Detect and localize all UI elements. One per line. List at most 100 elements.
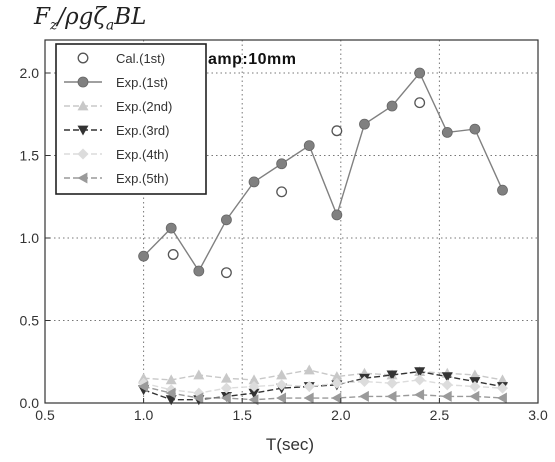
data-point bbox=[386, 370, 398, 381]
data-point bbox=[497, 184, 508, 196]
x-tick-label: 3.0 bbox=[528, 407, 548, 423]
data-point bbox=[165, 374, 177, 385]
y-tick-label: 2.0 bbox=[20, 65, 40, 81]
series-line bbox=[143, 370, 503, 401]
data-point bbox=[165, 395, 177, 406]
data-point bbox=[165, 387, 176, 399]
data-point bbox=[469, 390, 480, 402]
data-point bbox=[469, 369, 481, 380]
legend-label: Exp.(3rd) bbox=[116, 123, 169, 138]
data-point bbox=[165, 222, 177, 234]
data-point bbox=[441, 390, 452, 402]
data-point bbox=[248, 381, 260, 392]
data-point bbox=[303, 381, 315, 392]
data-point bbox=[414, 374, 426, 386]
data-point bbox=[414, 367, 426, 378]
x-tick-label: 0.5 bbox=[35, 407, 55, 423]
data-point bbox=[248, 388, 260, 399]
legend-item: Exp.(2nd) bbox=[64, 99, 172, 114]
y-tick-label: 1.0 bbox=[20, 230, 40, 246]
data-point bbox=[331, 209, 343, 221]
series-5 bbox=[138, 374, 509, 399]
data-point bbox=[414, 67, 426, 79]
series-1 bbox=[167, 97, 426, 279]
data-point bbox=[276, 186, 288, 198]
data-point bbox=[441, 372, 453, 383]
legend-label: Exp.(4th) bbox=[116, 147, 169, 162]
data-point bbox=[248, 374, 260, 385]
y-tick-label: 0.0 bbox=[20, 395, 40, 411]
data-point bbox=[220, 372, 232, 383]
legend-marker bbox=[77, 125, 89, 136]
series-layer bbox=[138, 67, 509, 406]
legend-item: Exp.(4th) bbox=[64, 147, 169, 162]
legend-label: Exp.(5th) bbox=[116, 171, 169, 186]
legend-marker bbox=[77, 52, 89, 64]
data-point bbox=[138, 381, 148, 392]
data-point bbox=[331, 392, 342, 404]
data-point bbox=[303, 140, 315, 152]
data-point bbox=[441, 126, 453, 138]
legend-item: Exp.(1st) bbox=[64, 75, 168, 90]
data-point bbox=[220, 267, 232, 279]
data-point bbox=[386, 377, 398, 389]
y-tick-label: 0.5 bbox=[20, 313, 40, 329]
data-point bbox=[138, 250, 150, 262]
x-tick-label: 1.0 bbox=[134, 407, 154, 423]
series-2 bbox=[138, 67, 508, 277]
legend-label: Exp.(1st) bbox=[116, 75, 168, 90]
data-point bbox=[386, 390, 397, 402]
data-point bbox=[497, 392, 507, 404]
data-point bbox=[276, 369, 288, 380]
data-point bbox=[358, 390, 369, 402]
series-6 bbox=[138, 381, 507, 406]
legend-box bbox=[55, 43, 207, 195]
data-point bbox=[276, 392, 287, 404]
legend-marker bbox=[77, 76, 89, 88]
legend-marker bbox=[77, 100, 89, 111]
amplitude-annotation: amp:10mm bbox=[208, 51, 296, 68]
data-point bbox=[414, 389, 425, 401]
legend-marker bbox=[77, 172, 88, 184]
y-tick-label: 1.5 bbox=[20, 148, 40, 164]
legend-item: Cal.(1st) bbox=[77, 51, 165, 66]
data-point bbox=[358, 376, 370, 388]
data-point bbox=[441, 379, 453, 391]
data-point bbox=[220, 392, 231, 404]
x-axis-label: T(sec) bbox=[266, 435, 314, 454]
x-tick-label: 2.5 bbox=[430, 407, 450, 423]
data-point bbox=[469, 381, 481, 392]
series-3 bbox=[138, 364, 509, 385]
data-point bbox=[276, 158, 288, 170]
data-point bbox=[193, 392, 204, 404]
data-point bbox=[497, 382, 509, 394]
legend: Cal.(1st) Exp.(1st) Exp.(2nd) Exp.(3rd) Exp.… bbox=[55, 43, 207, 195]
data-point bbox=[331, 371, 343, 381]
data-point bbox=[469, 123, 481, 135]
data-point bbox=[193, 265, 205, 277]
legend-marker bbox=[77, 148, 89, 160]
x-tick-label: 2.0 bbox=[331, 407, 351, 423]
data-point bbox=[497, 374, 509, 385]
series-line bbox=[143, 71, 504, 273]
data-point bbox=[303, 392, 314, 404]
x-tick-label: 1.5 bbox=[232, 407, 252, 423]
axis-ticks: 0.5 1.0 1.5 2.0 2.5 3.00.00.51.01.52.0 bbox=[20, 65, 548, 423]
data-point bbox=[221, 214, 232, 226]
data-point bbox=[303, 364, 315, 375]
data-point bbox=[248, 176, 260, 188]
plot-area-frame bbox=[44, 39, 539, 404]
legend-item: Exp.(5th) bbox=[64, 171, 169, 186]
legend-item: Exp.(3rd) bbox=[64, 123, 169, 138]
data-point bbox=[276, 379, 288, 391]
data-point bbox=[220, 382, 232, 394]
data-point bbox=[193, 369, 205, 380]
data-point bbox=[331, 125, 343, 137]
data-point bbox=[414, 97, 426, 109]
legend-label: Exp.(2nd) bbox=[116, 99, 172, 114]
data-point bbox=[386, 100, 398, 112]
data-point bbox=[359, 118, 370, 130]
y-axis-label: Fz/ρgζaBL bbox=[34, 4, 147, 34]
data-point bbox=[167, 249, 179, 260]
